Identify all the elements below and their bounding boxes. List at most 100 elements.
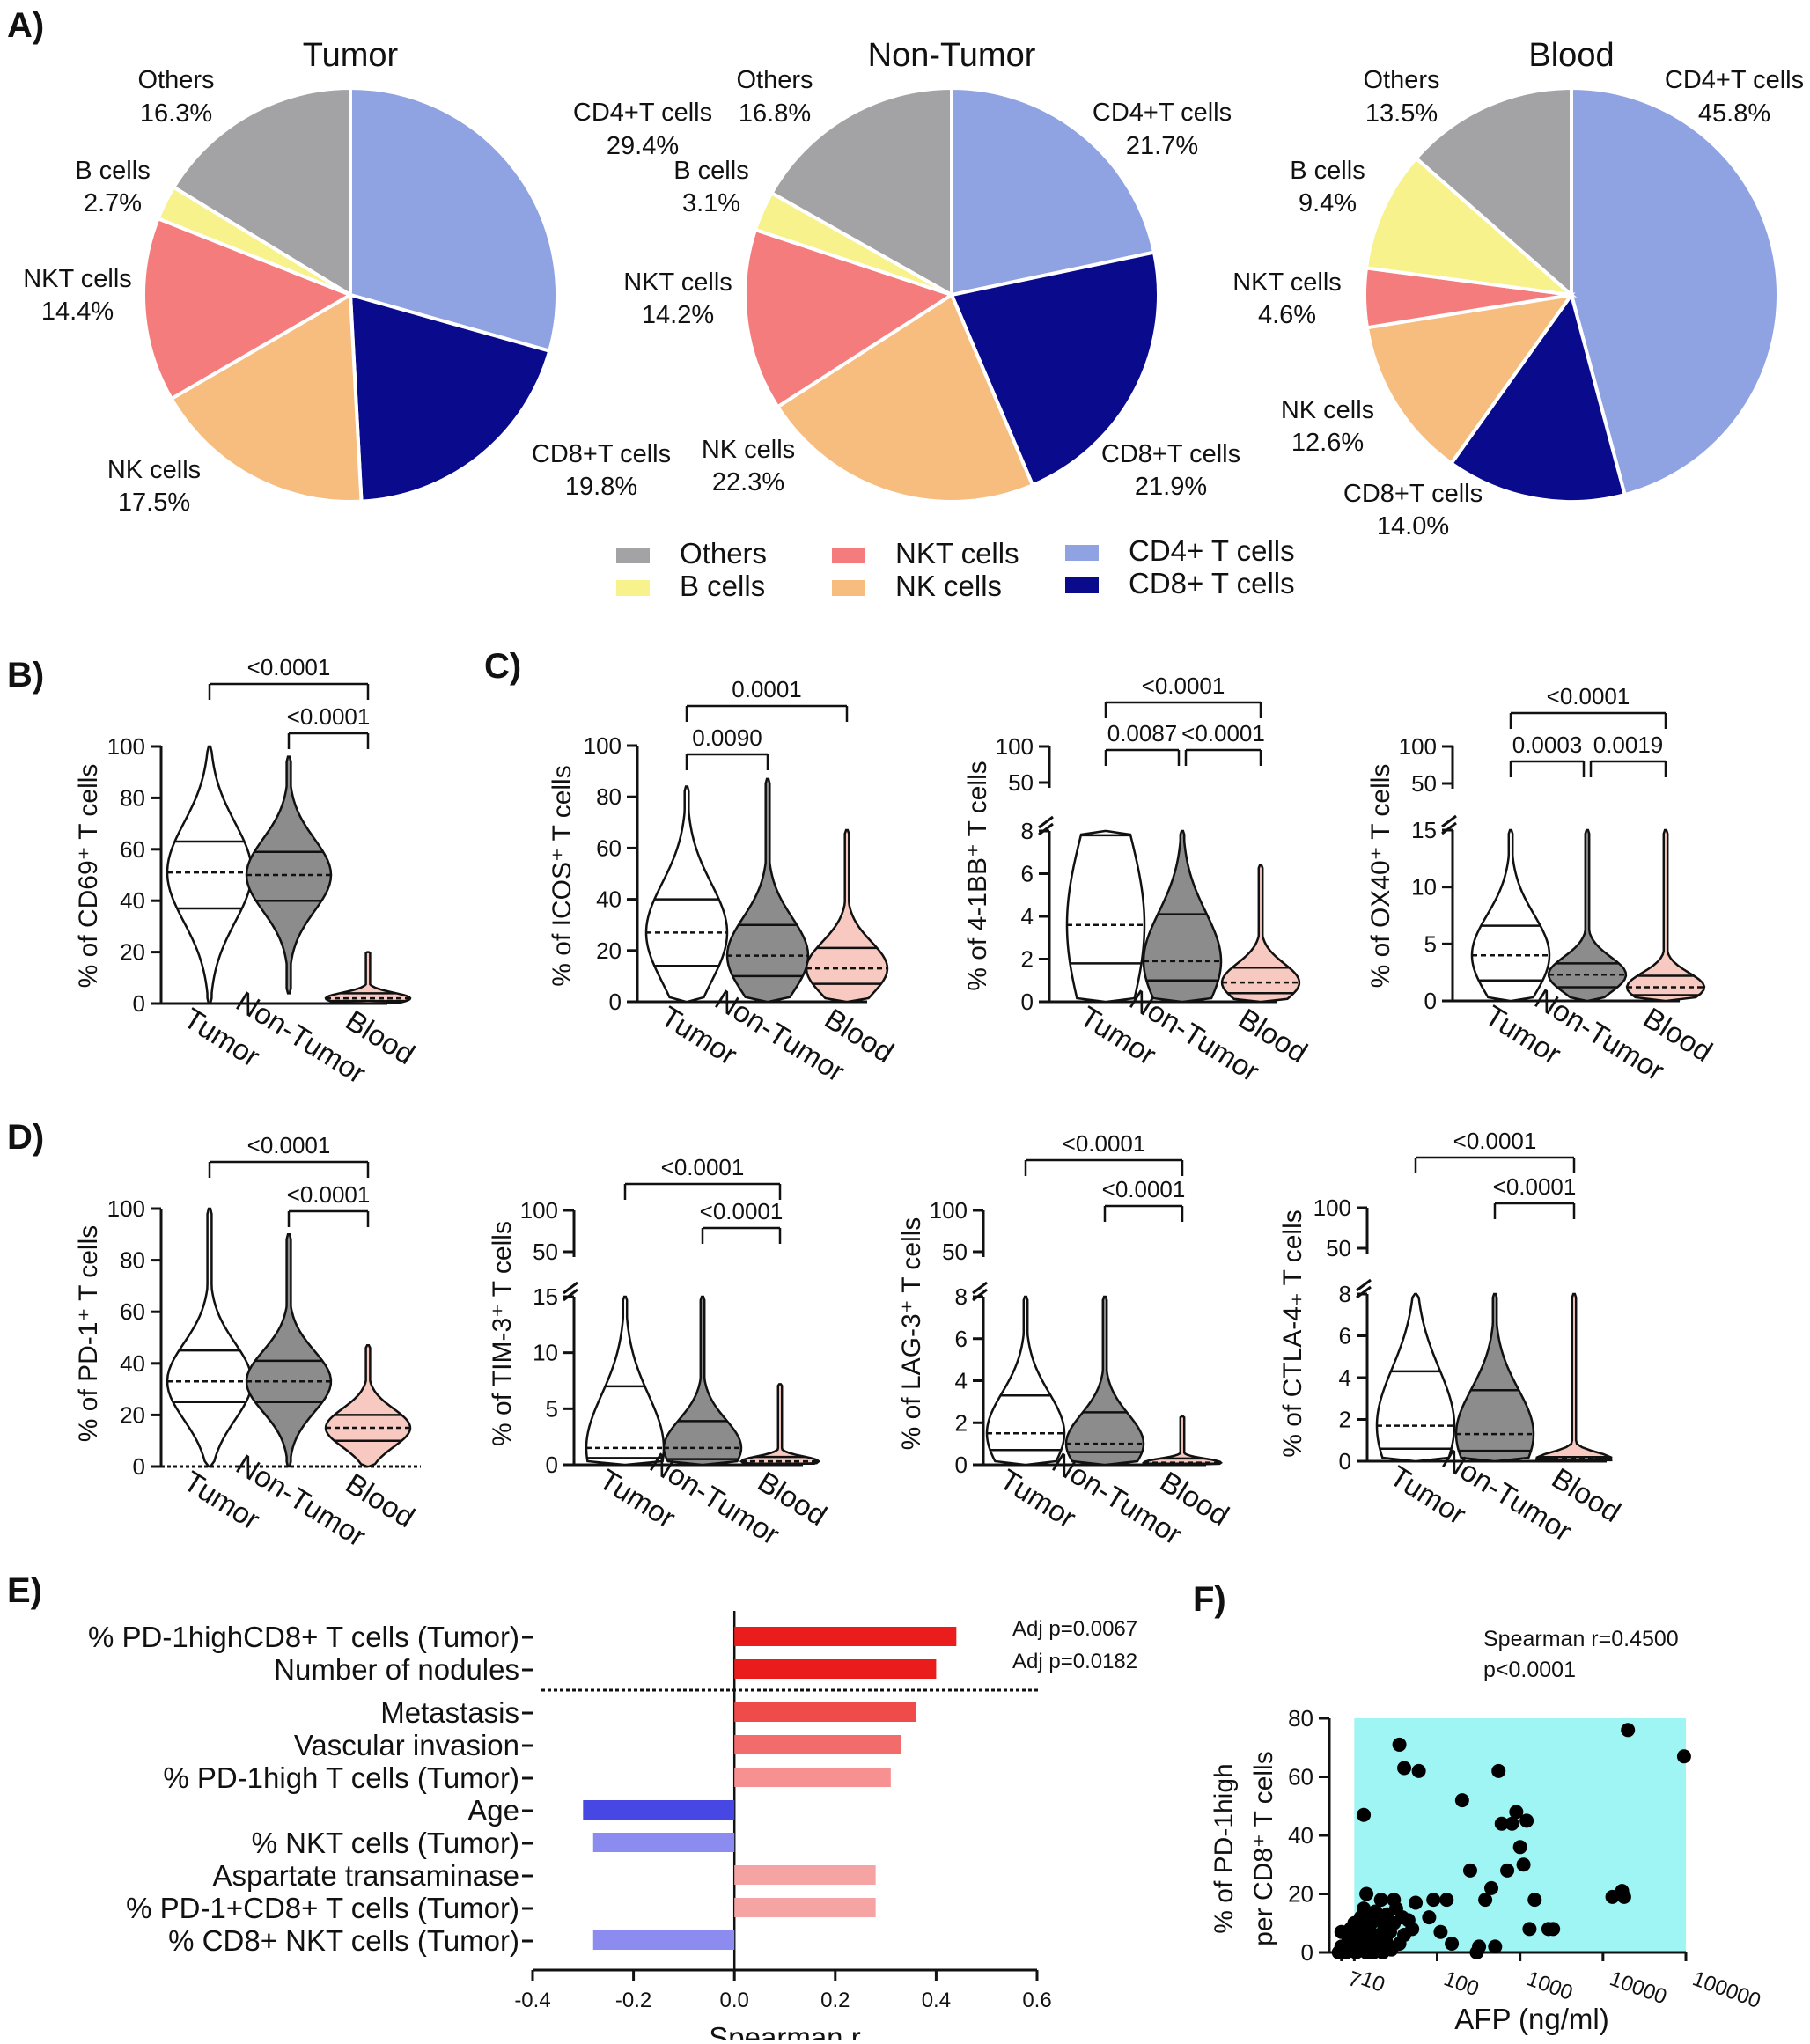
bar [592,1833,735,1852]
y-axis-label: % of TIM-3⁺ T cells [488,1221,517,1446]
significance-bracket: <0.0001 [1414,1128,1576,1173]
y-tick-label: 20 [1288,1881,1313,1908]
y-tick-label: 80 [120,1247,145,1274]
violin-tumor [1065,829,1146,1004]
y-tick-label: 6 [1021,861,1034,887]
y-tick-label: 0 [1339,1448,1351,1474]
bar-label: % NKT cells (Tumor) [252,1827,519,1859]
bar [734,1702,916,1722]
scatter-point [1500,1863,1515,1878]
slice-percent: 14.2% [642,301,714,329]
bar [734,1768,891,1787]
scatter-point [1397,1761,1412,1776]
p-value-label: <0.0001 [247,654,331,680]
bar-label: % PD-1+CD8+ T cells (Tumor) [126,1892,519,1924]
legend-swatch-nk_cells [832,580,865,596]
scatter-point [1509,1805,1524,1820]
pie-slice [142,216,355,401]
bar-label: % CD8+ NKT cells (Tumor) [168,1924,519,1957]
pie-slice [171,85,352,298]
slice-label: CD8+T cells [1343,480,1483,508]
bar [583,1800,735,1820]
y-tick-label: 15 [1411,817,1437,843]
significance-bracket: <0.0001 [287,703,370,749]
y-axis-label: % of CD69⁺ T cells [74,764,103,989]
violin-tumor [644,785,729,1004]
legend-label-others: Others [680,537,767,570]
violin-non-tumor [662,1295,743,1467]
scatter-point [1433,1924,1448,1939]
y-tick-label: 100 [1399,733,1437,760]
scatter-point [1676,1749,1691,1764]
slice-label: B cells [673,157,748,185]
slice-percent: 21.9% [1135,473,1207,501]
scatter-point [1478,1893,1493,1908]
slice-label: NKT cells [1232,268,1342,297]
scatter-point [1516,1857,1531,1872]
y-tick-label: 50 [1008,769,1034,796]
x-tick-label: 10000 [1607,1967,1670,2009]
scatter-point [1472,1939,1487,1954]
panel-letter-a: A) [7,6,44,45]
y-tick-label: 100 [930,1197,968,1224]
bar [734,1865,876,1885]
y-tick-label: 20 [596,937,622,964]
p-value-label: <0.0001 [287,1181,371,1208]
slice-percent: 29.4% [607,132,679,160]
scatter-point [1422,1910,1437,1925]
bar [734,1735,901,1754]
y-tick-label: 100 [107,733,145,760]
slice-percent: 16.3% [140,99,212,128]
significance-bracket: <0.0001 [1181,720,1265,766]
slice-percent: 16.8% [739,99,811,128]
scatter-point [1522,1922,1537,1937]
panel-letter-c: C) [484,647,521,686]
legend-label-cd8: CD8+ T cells [1129,567,1295,599]
y-axis-label: % of ICOS⁺ T cells [548,765,577,986]
y-axis-label-line2: per CD8⁺ T cells [1249,1751,1278,1945]
significance-bracket: <0.0001 [287,1181,371,1227]
y-tick-label: 100 [996,733,1034,760]
y-axis-label-line1: % of PD-1high [1210,1763,1239,1933]
panel-letter-f: F) [1193,1580,1226,1619]
p-value-label: <0.0001 [700,1198,784,1224]
pie-title: Tumor [303,37,399,74]
significance-bracket: <0.0001 [208,654,370,700]
violin-blood [1142,1415,1223,1467]
violin-tumor [985,1295,1066,1467]
slice-label: NK cells [1281,396,1374,424]
panel-letter-e: E) [7,1571,42,1610]
y-tick-label: 0 [955,1452,968,1478]
y-tick-label: 0 [133,990,145,1017]
slice-percent: 3.1% [682,189,740,217]
slice-label: B cells [75,157,150,185]
violin-non-tumor [245,755,333,995]
significance-bracket: <0.0001 [1104,673,1262,718]
violin-blood [1535,1292,1613,1463]
violin-blood [324,1344,412,1468]
pie-slice [743,227,956,409]
p-value-label: 0.0003 [1512,732,1583,758]
p-value-annotation: p<0.0001 [1483,1658,1576,1682]
x-tick-label: 0.4 [922,1989,951,2012]
legend-label-cd4: CD4+ T cells [1129,534,1295,567]
scatter-point [1505,1816,1519,1831]
scatter-point [1411,1763,1426,1778]
y-tick-label: 50 [1411,770,1437,797]
legend-label-nk_cells: NK cells [895,570,1002,602]
p-value-label: 0.0090 [692,724,762,751]
p-value-label: <0.0001 [247,1132,331,1158]
y-tick-label: 4 [1339,1364,1351,1391]
legend-swatch-nkt_cells [832,548,865,563]
y-tick-label: 60 [120,1298,145,1325]
pie-slice [348,292,552,504]
pie-slice [1448,290,1628,504]
y-tick-label: 0 [1021,989,1034,1015]
y-tick-label: 40 [120,1350,145,1377]
legend-label-b_cells: B cells [680,570,765,602]
violin-blood [739,1383,821,1467]
